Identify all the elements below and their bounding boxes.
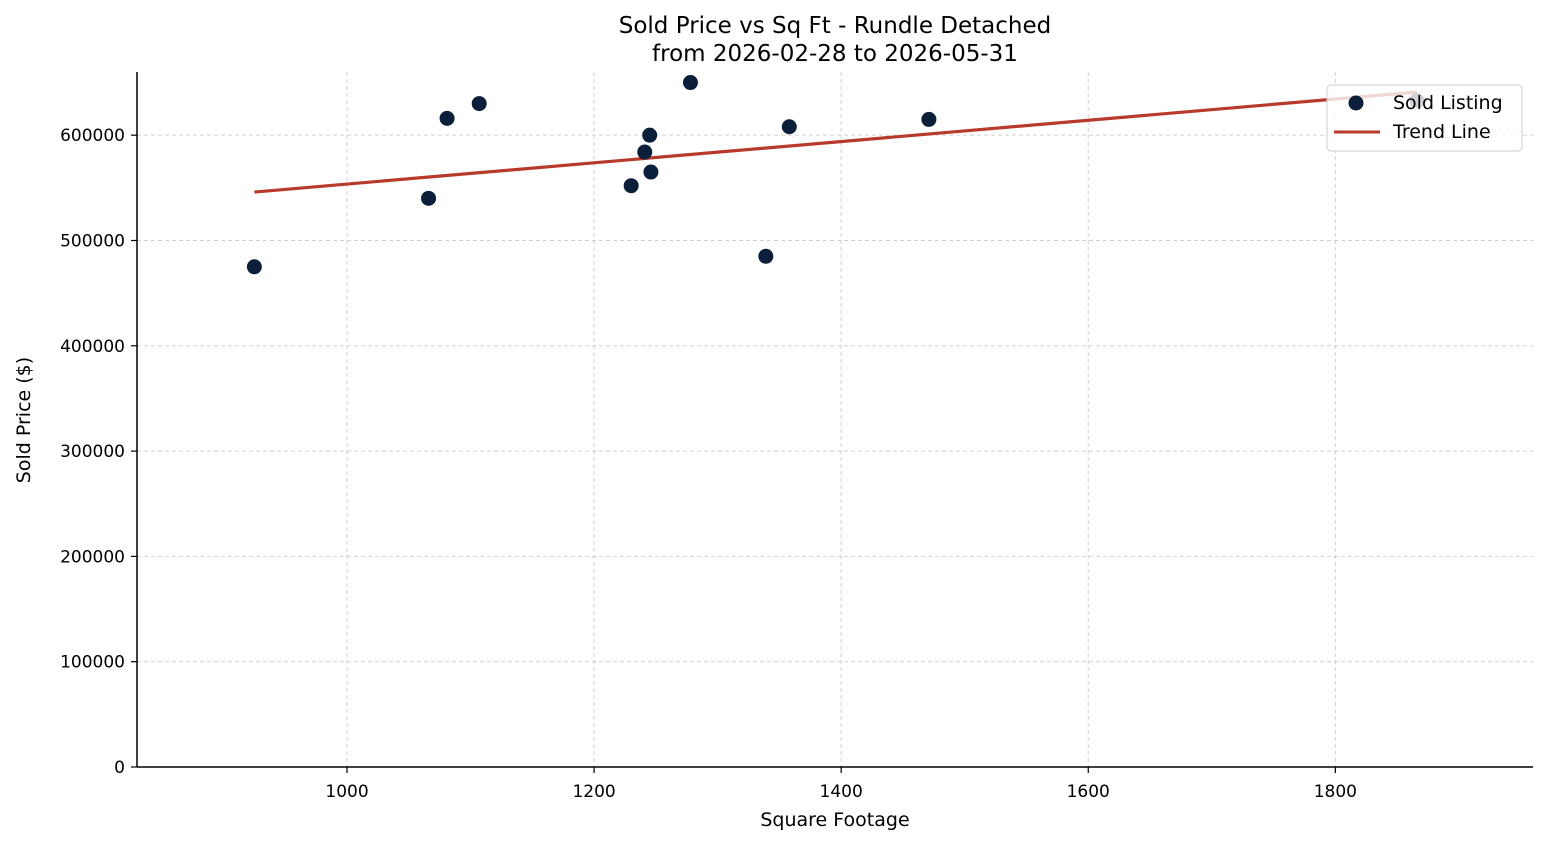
y-tick-label: 300000	[60, 442, 125, 462]
trend-line	[254, 90, 1418, 194]
axes	[136, 72, 1533, 768]
y-tick-label: 400000	[60, 337, 125, 357]
data-point	[623, 178, 639, 194]
data-point	[643, 164, 659, 180]
x-axis-label: Square Footage	[760, 809, 909, 831]
x-tick-label: 1200	[572, 782, 615, 802]
y-tick-label: 600000	[60, 126, 125, 146]
x-tick-label: 1600	[1067, 782, 1110, 802]
y-axis-label: Sold Price ($)	[13, 357, 35, 483]
data-point	[682, 75, 698, 91]
points-layer	[246, 75, 1425, 275]
y-tick-label: 500000	[60, 231, 125, 251]
y-tick-label: 100000	[60, 653, 125, 673]
data-point	[758, 248, 774, 264]
x-tick-label: 1800	[1314, 782, 1357, 802]
data-point	[471, 96, 487, 112]
data-point	[439, 110, 455, 126]
trend-line-layer	[254, 90, 1418, 194]
grid	[137, 72, 1533, 768]
data-point	[921, 111, 937, 127]
data-point	[246, 259, 262, 275]
legend: Sold Listing Trend Line	[1326, 84, 1523, 152]
data-point	[421, 190, 437, 206]
data-point	[642, 127, 658, 143]
y-tick-label: 200000	[60, 547, 125, 567]
legend-label-trend-line: Trend Line	[1392, 121, 1491, 143]
chart-title-line-1: Sold Price vs Sq Ft - Rundle Detached	[619, 13, 1051, 39]
data-point	[781, 119, 797, 135]
data-point	[637, 144, 653, 160]
y-tick-label: 0	[114, 758, 125, 778]
x-tick-label: 1400	[820, 782, 863, 802]
chart-title-line-2: from 2026-02-28 to 2026-05-31	[652, 41, 1018, 67]
x-tick-label: 1000	[325, 782, 368, 802]
legend-frame	[1326, 84, 1523, 152]
ticks: 1000 1200 1400 1600 1800 0 100000 200000 300000 4…	[60, 126, 1357, 802]
legend-marker-sold-listing	[1348, 95, 1364, 111]
legend-label-sold-listing: Sold Listing	[1393, 92, 1503, 114]
